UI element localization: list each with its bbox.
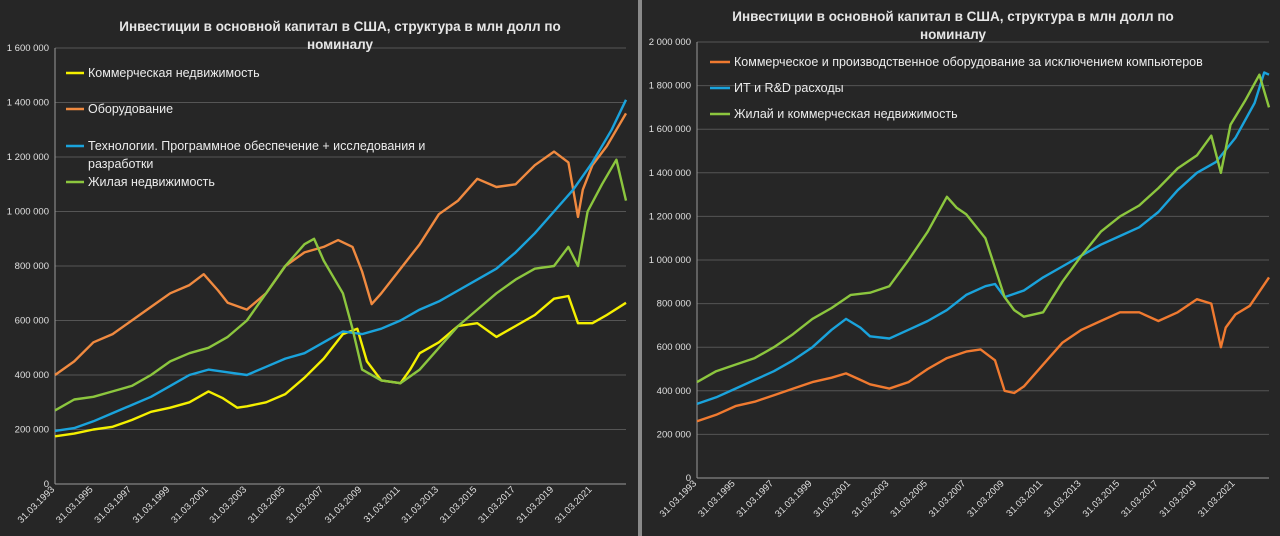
x-tick-label: 31.03.1993 bbox=[658, 478, 699, 519]
x-tick-label: 31.03.2019 bbox=[515, 484, 556, 525]
y-tick-label: 2 000 000 bbox=[649, 37, 691, 48]
y-tick-label: 400 000 bbox=[15, 370, 49, 381]
y-tick-label: 800 000 bbox=[15, 261, 49, 272]
y-tick-label: 800 000 bbox=[657, 299, 691, 310]
x-tick-label: 31.03.2015 bbox=[1081, 478, 1122, 519]
x-tick-label: 31.03.2005 bbox=[246, 484, 287, 525]
x-tick-label: 31.03.2003 bbox=[850, 478, 891, 519]
chart-title: Инвестиции в основной капитал в США, стр… bbox=[732, 9, 1173, 24]
x-tick-label: 31.03.1999 bbox=[131, 484, 172, 525]
x-tick-label: 31.03.2007 bbox=[284, 484, 325, 525]
y-tick-label: 0 bbox=[686, 473, 691, 484]
chart-panel-right: 0 200 000 400 000 600 000 800 000 1 000 000 1 … bbox=[642, 0, 1280, 536]
y-tick-label: 1 000 000 bbox=[7, 207, 49, 218]
chart-title: Инвестиции в основной капитал в США, стр… bbox=[119, 19, 560, 34]
x-tick-label: 31.03.2005 bbox=[888, 478, 929, 519]
right-chart-svg: 0 200 000 400 000 600 000 800 000 1 000 000 1 … bbox=[649, 9, 1271, 520]
x-tick-label: 31.03.2003 bbox=[208, 484, 249, 525]
y-tick-label: 0 bbox=[44, 479, 49, 490]
y-tick-label: 600 000 bbox=[657, 342, 691, 353]
chart-1: 0 200 000 400 000 600 000 800 000 1 000 000 1 … bbox=[649, 9, 1271, 520]
x-tick-label: 31.03.1997 bbox=[92, 484, 133, 525]
x-tick-label: 31.03.1993 bbox=[16, 484, 57, 525]
x-tick-label: 31.03.2013 bbox=[1042, 478, 1083, 519]
legend-label: Коммерческое и производственное оборудов… bbox=[734, 55, 1203, 69]
x-tick-label: 31.03.2011 bbox=[362, 484, 403, 525]
chart-panel-left: 0 200 000 400 000 600 000 800 000 1 000 000 1 … bbox=[0, 0, 638, 536]
x-tick-label: 31.03.1995 bbox=[54, 484, 95, 525]
x-tick-label: 31.03.2015 bbox=[438, 484, 479, 525]
x-tick-label: 31.03.1995 bbox=[696, 478, 737, 519]
series-line-1 bbox=[54, 112, 628, 376]
legend-label: Технологии. Программное обеспечение + ис… bbox=[88, 139, 425, 171]
y-tick-label: 400 000 bbox=[657, 386, 691, 397]
y-tick-label: 1 000 000 bbox=[649, 255, 691, 266]
x-tick-label: 31.03.1997 bbox=[735, 478, 776, 519]
x-tick-label: 31.03.2009 bbox=[323, 484, 364, 525]
series-line-3 bbox=[54, 158, 628, 412]
x-tick-label: 31.03.2001 bbox=[812, 478, 853, 519]
series-line-2 bbox=[696, 73, 1271, 384]
chart-title-line2: номиналу bbox=[920, 27, 987, 42]
series-line-2 bbox=[54, 99, 628, 433]
x-tick-label: 31.03.2017 bbox=[476, 484, 517, 525]
y-tick-label: 200 000 bbox=[15, 425, 49, 436]
series-line-0 bbox=[54, 294, 627, 438]
legend-label: Коммерческая недвижимость bbox=[88, 66, 260, 80]
x-tick-label: 31.03.2009 bbox=[965, 478, 1006, 519]
legend-label: Жилай и коммерческая недвижимость bbox=[734, 107, 958, 121]
legend-label: Жилая недвижимость bbox=[88, 175, 215, 189]
left-chart-svg: 0 200 000 400 000 600 000 800 000 1 000 000 1 … bbox=[7, 19, 628, 526]
y-tick-label: 1 800 000 bbox=[649, 81, 691, 92]
chart-0: 0 200 000 400 000 600 000 800 000 1 000 000 1 … bbox=[7, 19, 628, 526]
legend-label: ИТ и R&D расходы bbox=[734, 81, 844, 95]
y-tick-label: 1 400 000 bbox=[7, 98, 49, 109]
series-line-1 bbox=[696, 71, 1270, 406]
panel-divider bbox=[638, 0, 642, 536]
x-tick-label: 31.03.2017 bbox=[1119, 478, 1160, 519]
y-tick-label: 600 000 bbox=[15, 316, 49, 327]
x-tick-label: 31.03.1999 bbox=[773, 478, 814, 519]
legend-label: Оборудование bbox=[88, 102, 173, 116]
y-tick-label: 1 200 000 bbox=[7, 152, 49, 163]
x-tick-label: 31.03.2001 bbox=[169, 484, 210, 525]
y-tick-label: 1 600 000 bbox=[649, 124, 691, 135]
y-tick-label: 1 200 000 bbox=[649, 211, 691, 222]
y-tick-label: 1 400 000 bbox=[649, 168, 691, 179]
y-tick-label: 1 600 000 bbox=[7, 43, 49, 54]
x-tick-label: 31.03.2013 bbox=[400, 484, 441, 525]
x-tick-label: 31.03.2021 bbox=[1196, 478, 1237, 519]
series-line-0 bbox=[696, 276, 1270, 423]
x-tick-label: 31.03.2011 bbox=[1004, 478, 1045, 519]
x-tick-label: 31.03.2007 bbox=[927, 478, 968, 519]
x-tick-label: 31.03.2019 bbox=[1158, 478, 1199, 519]
x-tick-label: 31.03.2021 bbox=[553, 484, 594, 525]
y-tick-label: 200 000 bbox=[657, 429, 691, 440]
chart-title-line2: номиналу bbox=[307, 37, 374, 52]
